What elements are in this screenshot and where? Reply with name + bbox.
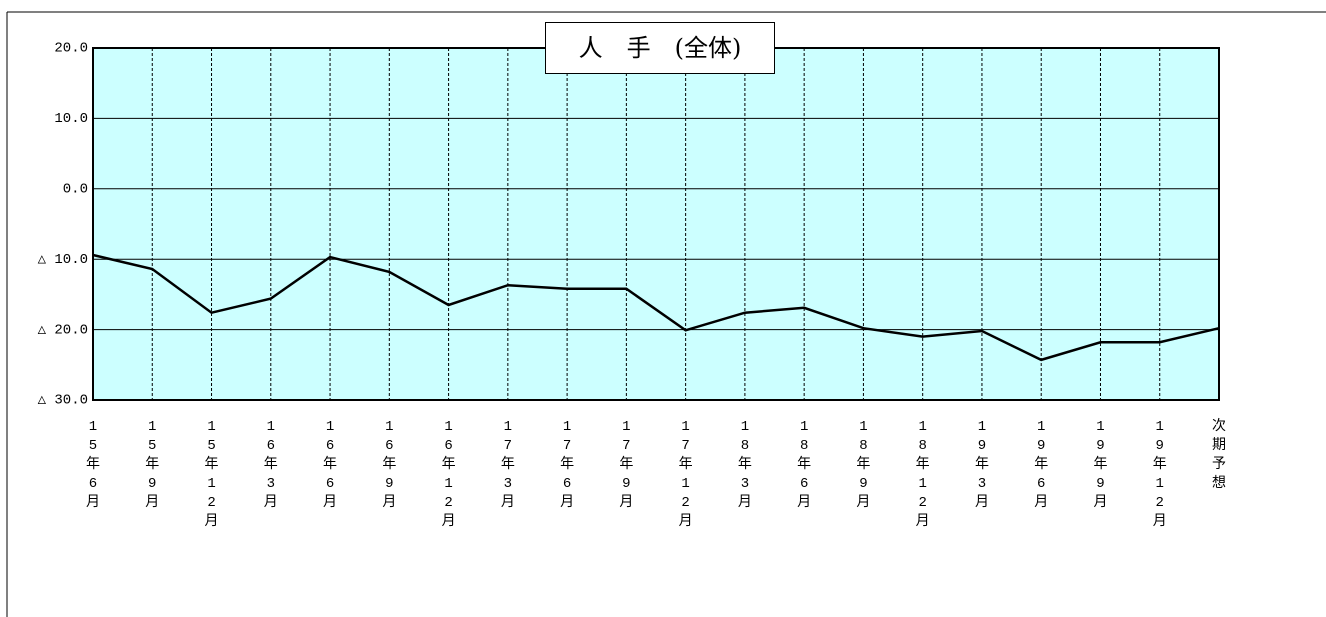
x-tick-label: 17年6月 <box>560 419 575 511</box>
x-tick-label: 19年12月 <box>1152 419 1167 530</box>
x-tick-label: 17年3月 <box>500 419 515 511</box>
x-tick-label: 17年9月 <box>619 419 634 511</box>
x-tick-label: 18年6月 <box>797 419 812 511</box>
x-tick-label: 19年9月 <box>1093 419 1108 511</box>
chart-title: 人 手 (全体) <box>545 22 775 74</box>
x-tick-label: 次期予想 <box>1212 419 1226 492</box>
x-tick-label: 16年6月 <box>323 419 338 511</box>
x-tick-label: 16年9月 <box>382 419 397 511</box>
plot-area <box>93 48 1219 400</box>
y-tick-label: △ 30.0 <box>38 393 88 409</box>
x-tick-label: 18年3月 <box>737 419 752 511</box>
y-tick-label: 20.0 <box>54 41 88 57</box>
y-tick-label: △ 10.0 <box>38 252 88 268</box>
x-tick-label: 19年6月 <box>1034 419 1049 511</box>
x-tick-label: 18年9月 <box>856 419 871 511</box>
x-tick-label: 16年3月 <box>263 419 278 511</box>
x-tick-label: 19年3月 <box>974 419 989 511</box>
x-tick-label: 15年6月 <box>86 419 100 511</box>
y-tick-label: 10.0 <box>54 111 88 127</box>
series-line <box>92 253 1220 362</box>
x-tick-label: 18年12月 <box>915 419 930 530</box>
x-tick-label: 15年9月 <box>145 419 160 511</box>
x-tick-label: 15年12月 <box>204 419 219 530</box>
x-tick-label: 16年12月 <box>441 419 456 530</box>
y-tick-label: △ 20.0 <box>38 322 88 338</box>
x-tick-label: 17年12月 <box>678 419 693 530</box>
y-tick-label: 0.0 <box>63 182 88 198</box>
